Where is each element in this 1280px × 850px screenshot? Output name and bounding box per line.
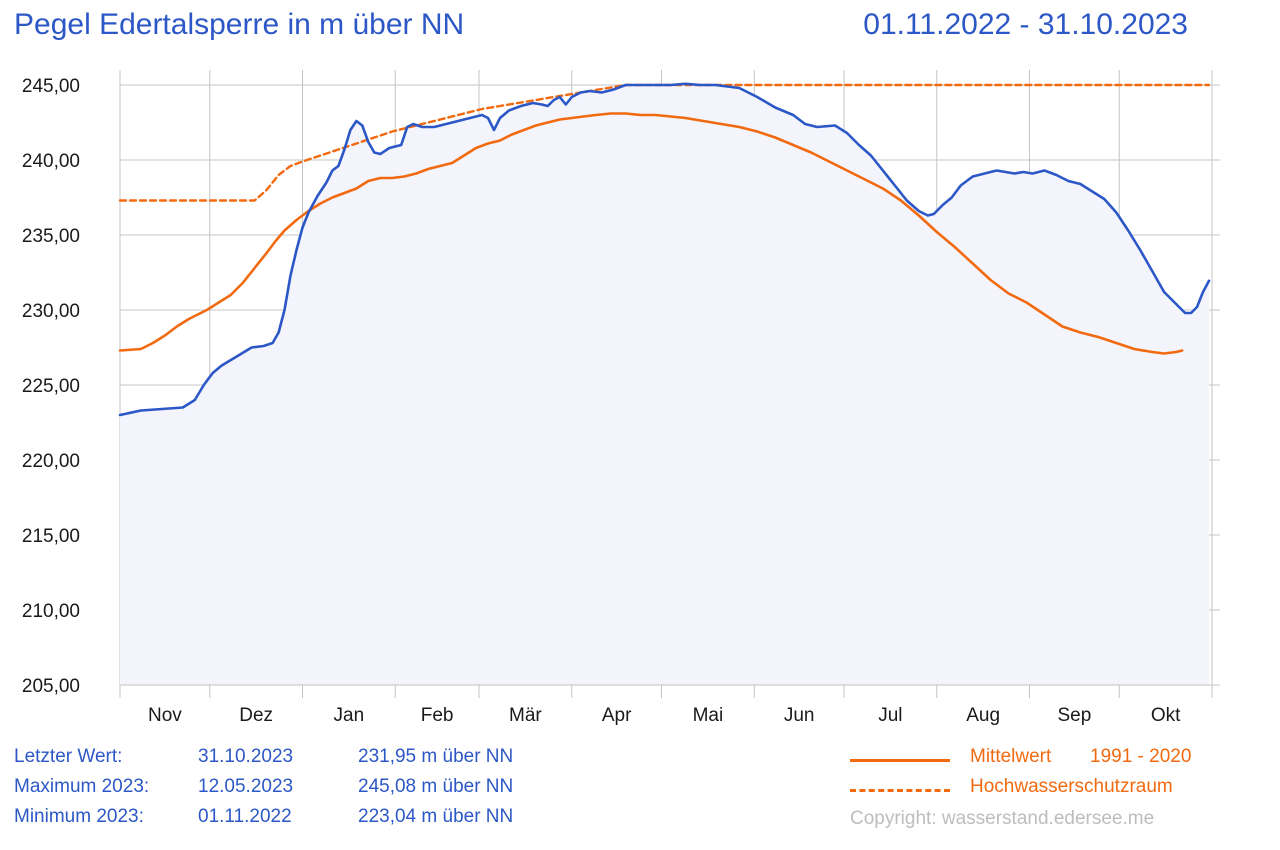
y-tick-label: 245,00 xyxy=(22,76,80,97)
x-tick-label: Jul xyxy=(878,705,902,726)
legend-label: Hochwasserschutzraum xyxy=(970,776,1173,797)
stat-date: 31.10.2023 xyxy=(198,746,294,767)
y-tick-label: 235,00 xyxy=(22,226,80,247)
stat-date: 01.11.2022 xyxy=(198,806,292,827)
stat-date: 12.05.2023 xyxy=(198,776,294,797)
mean-series-line xyxy=(118,112,1184,355)
x-tick-label: Dez xyxy=(239,705,273,726)
legend-label: Mittelwert xyxy=(970,746,1052,767)
x-tick-label: Okt xyxy=(1151,705,1181,726)
y-tick-label: 225,00 xyxy=(22,376,80,397)
level-area xyxy=(120,83,1209,686)
stat-value: 245,08 m über NN xyxy=(358,776,514,797)
x-tick-label: Sep xyxy=(1057,705,1091,726)
x-tick-label: Aug xyxy=(966,705,1000,726)
chart-period: 01.11.2022 - 31.10.2023 xyxy=(863,8,1188,41)
stat-value: 223,04 m über NN xyxy=(358,806,514,827)
axes xyxy=(119,684,1220,698)
level-fill xyxy=(120,83,1209,686)
chart-area: 205,00 210,00 215,00 220,00 225,00 230,00 235,… xyxy=(22,70,1220,726)
chart-title: Pegel Edertalsperre in m über NN xyxy=(14,8,465,41)
stat-label: Letzter Wert: xyxy=(14,746,123,767)
x-tick-label: Apr xyxy=(602,705,632,726)
y-tick-label: 230,00 xyxy=(22,301,80,322)
y-tick-label: 215,00 xyxy=(22,526,80,547)
x-tick-label: Feb xyxy=(421,705,454,726)
stat-label: Minimum 2023: xyxy=(14,806,144,827)
x-tick-label: Mai xyxy=(693,705,724,726)
y-tick-label: 205,00 xyxy=(22,676,80,697)
level-series-line xyxy=(118,82,1211,417)
x-tick-label: Mär xyxy=(509,705,542,726)
stat-label: Maximum 2023: xyxy=(14,776,150,797)
tick-labels: 205,00 210,00 215,00 220,00 225,00 230,00 235,… xyxy=(22,76,1181,726)
series-lines xyxy=(118,82,1211,417)
legend-swatch-solid xyxy=(850,759,950,762)
y-tick-label: 240,00 xyxy=(22,151,80,172)
y-tick-label: 220,00 xyxy=(22,451,80,472)
x-tick-label: Jun xyxy=(784,705,815,726)
y-tick-label: 210,00 xyxy=(22,601,80,622)
legend-range: 1991 - 2020 xyxy=(1090,746,1192,767)
stat-value: 231,95 m über NN xyxy=(358,746,514,767)
x-tick-label: Nov xyxy=(148,705,182,726)
x-tick-label: Jan xyxy=(334,705,365,726)
legend-swatch-dashed xyxy=(850,789,950,792)
copyright: Copyright: wasserstand.edersee.me xyxy=(850,808,1155,829)
